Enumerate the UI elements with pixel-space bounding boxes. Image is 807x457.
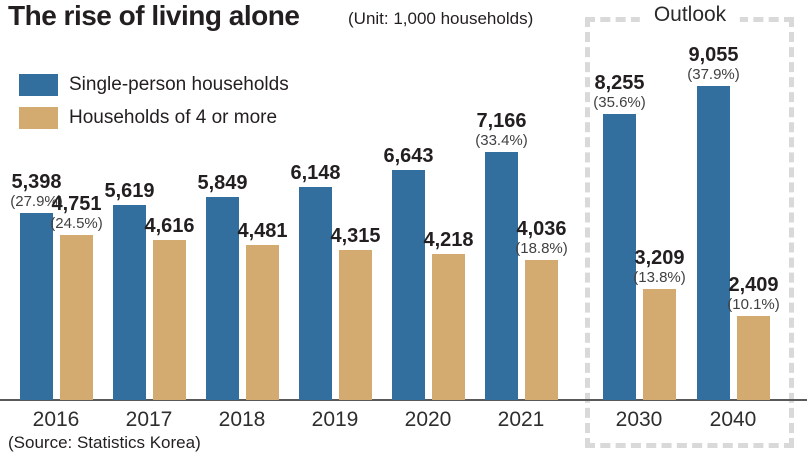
bar-four-or-more-2040 — [737, 316, 770, 400]
bar-value-label: 6,643 — [383, 145, 434, 167]
bar-value-label: 7,166 (33.4%) — [452, 110, 552, 150]
bar-percent-label: (10.1%) — [727, 295, 780, 313]
outlook-label: Outlook — [639, 3, 741, 27]
bar-four-or-more-2021 — [525, 260, 558, 400]
bar-value-label: 4,616 — [144, 215, 195, 237]
bar-single-person-2040 — [697, 86, 730, 400]
legend: Single-person households Households of 4… — [19, 74, 289, 140]
x-axis-label-2018: 2018 — [218, 408, 266, 431]
x-axis-label-2017: 2017 — [125, 408, 173, 431]
x-axis-label-2019: 2019 — [311, 408, 359, 431]
bar-value-label: 5,398 (27.9%) — [0, 171, 87, 211]
unit-note: (Unit: 1,000 households) — [348, 9, 534, 28]
legend-swatch-single-person-icon — [19, 74, 58, 96]
bar-value-label: 9,055 (37.9%) — [664, 44, 764, 84]
x-axis-label-2020: 2020 — [404, 408, 452, 431]
x-axis-label-2030: 2030 — [615, 408, 663, 431]
x-axis-label-2040: 2040 — [709, 408, 757, 431]
bar-value-label: 6,148 — [290, 162, 341, 184]
bar-value-label: 5,619 — [104, 180, 155, 202]
bar-four-or-more-2018 — [246, 245, 279, 400]
bar-percent-label: (24.5%) — [50, 214, 103, 232]
bar-percent-label: (35.6%) — [593, 93, 646, 111]
bar-single-person-2016 — [20, 213, 53, 400]
bar-single-person-2017 — [113, 205, 146, 400]
bar-four-or-more-2017 — [153, 240, 186, 400]
legend-label-four-or-more: Households of 4 or more — [69, 107, 278, 128]
bar-value-label: 4,218 — [423, 229, 474, 251]
x-axis-label-2016: 2016 — [32, 408, 80, 431]
bar-value-label: 4,315 — [330, 225, 381, 247]
bar-single-person-2021 — [485, 152, 518, 400]
page-title: The rise of living alone — [8, 0, 300, 31]
bar-four-or-more-2016 — [60, 235, 93, 400]
x-axis-label-2021: 2021 — [497, 408, 545, 431]
x-axis-baseline — [0, 399, 807, 401]
legend-swatch-four-or-more-icon — [19, 107, 58, 129]
legend-label-single-person: Single-person households — [69, 74, 289, 95]
source-note: (Source: Statistics Korea) — [8, 433, 201, 452]
bar-value-label: 3,209 (13.8%) — [610, 247, 710, 287]
bar-value-label: 2,409 (10.1%) — [704, 274, 804, 314]
bar-single-person-2020 — [392, 170, 425, 400]
bar-percent-label: (33.4%) — [475, 131, 528, 149]
bar-single-person-2030 — [603, 114, 636, 400]
bar-value-label: 8,255 (35.6%) — [570, 72, 670, 112]
bar-four-or-more-2020 — [432, 254, 465, 400]
legend-item-single-person: Single-person households — [19, 74, 289, 96]
bar-percent-label: (37.9%) — [687, 65, 740, 83]
bar-value-label: 4,751 (24.5%) — [27, 193, 127, 233]
bar-four-or-more-2019 — [339, 250, 372, 400]
bar-single-person-2019 — [299, 187, 332, 400]
legend-item-four-or-more: Households of 4 or more — [19, 107, 289, 129]
bar-four-or-more-2030 — [643, 289, 676, 400]
bar-percent-label: (27.9%) — [10, 192, 63, 210]
bar-percent-label: (13.8%) — [633, 268, 686, 286]
bar-percent-label: (18.8%) — [515, 239, 568, 257]
bar-value-label: 5,849 — [197, 172, 248, 194]
bar-single-person-2018 — [206, 197, 239, 400]
bar-value-label: 4,036 (18.8%) — [492, 218, 592, 258]
bar-value-label: 4,481 — [237, 220, 288, 242]
